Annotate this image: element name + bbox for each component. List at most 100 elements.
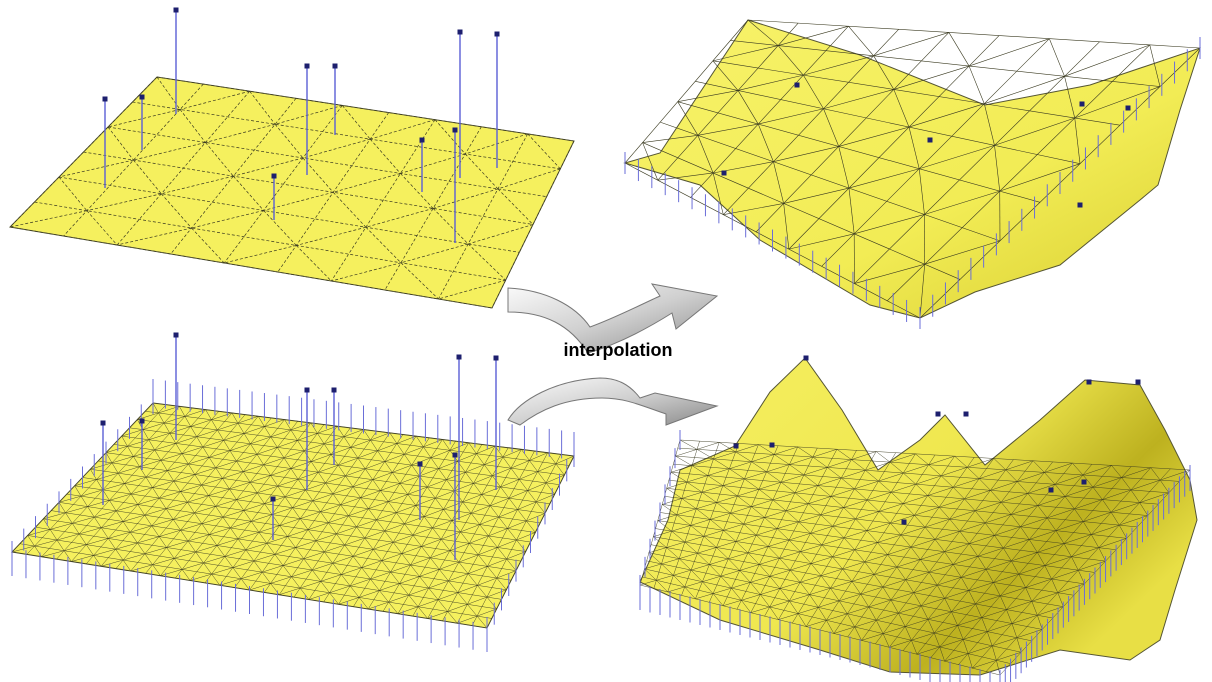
mesh-line [1037,615,1043,630]
mesh-line [747,546,769,554]
mesh-line [500,479,520,488]
mesh-line [896,559,921,568]
mesh-line [116,504,138,512]
mesh-line [451,520,461,533]
mesh-line [343,429,364,437]
mesh-line [968,65,985,104]
mesh-line [987,631,993,646]
mesh-line [755,32,950,233]
mesh-line [948,32,970,67]
mesh-line [712,60,739,91]
mesh-line [877,542,888,555]
mesh-line [677,101,1041,203]
mesh-line [338,457,359,466]
mesh-line [905,619,929,627]
mesh-line [876,612,899,621]
mesh-line [237,538,247,551]
mesh-line [1091,534,1099,548]
mesh-line [194,467,216,475]
control-point-marker [456,354,462,360]
mesh-lines [639,439,1191,676]
mesh-line [789,594,810,602]
mesh-line [928,572,938,586]
mesh-line [838,600,848,614]
mesh-line [768,539,790,547]
mesh-line [910,539,936,548]
mesh-line [661,558,680,565]
mesh-line [211,567,233,575]
mesh-line [277,485,286,498]
mesh-line [911,632,935,641]
mesh-line [993,458,1006,471]
mesh-line [949,518,960,532]
mesh-line [1005,460,1034,471]
mesh-line [927,611,952,620]
mesh-line [1121,467,1151,478]
mesh-line [1031,601,1038,616]
mesh-line [785,503,809,511]
interpolated-surface [639,357,1198,676]
mesh-line [507,528,517,541]
mesh-line [865,470,879,482]
mesh-line [667,586,685,593]
mesh-line [678,558,692,571]
mesh-line [393,534,413,543]
mesh-line [427,486,436,499]
mesh-line [173,474,195,482]
mesh-line [219,578,242,586]
mesh-line [161,175,234,195]
mesh-line [113,444,550,505]
control-point-marker [901,519,907,525]
mesh-line [939,639,964,648]
mesh-line [231,412,239,424]
mesh-line [50,523,73,530]
mesh-line [1025,578,1052,588]
mesh-line [545,474,565,484]
mesh-line [109,500,117,511]
mesh-line [902,495,928,504]
mesh-line [890,515,915,524]
mesh-line [751,499,773,507]
mesh-line [744,471,767,480]
mesh-line [1017,472,1045,482]
control-point-marker [139,94,145,100]
control-point-marker [733,443,739,449]
mesh-line [489,505,499,518]
mesh-line [418,599,439,607]
mesh-line [465,153,499,190]
mesh-line [329,592,339,605]
mesh-line [279,525,288,537]
mesh-line [1032,460,1045,473]
mesh-line [473,475,493,484]
mesh-line [180,530,189,542]
mesh-line [750,606,770,613]
mesh-line [820,575,831,589]
mesh-line [144,547,167,555]
mesh-line [719,442,736,453]
mesh-line [473,483,482,495]
mesh-line [93,548,116,556]
mesh-line [841,477,855,490]
mesh-line [1111,465,1122,478]
mesh-line [284,489,306,498]
mesh-line [758,108,824,125]
mesh-line [788,533,811,541]
mesh-line [49,529,58,541]
mesh-line [448,573,469,582]
mesh-line [827,459,852,468]
mesh-line [537,463,557,472]
mesh-line [258,532,267,544]
mesh-line [937,577,962,586]
mesh-line [283,457,292,469]
mesh-line [342,105,371,140]
mesh-line [1037,505,1048,519]
mesh-line [713,458,730,469]
mesh-line [519,471,538,480]
mesh-line [245,549,255,562]
mesh-line [424,509,444,517]
mesh-line [487,558,507,567]
mesh-line [751,461,767,473]
mesh-line [124,476,147,484]
mesh-line [279,518,301,526]
mesh-line [465,464,485,473]
